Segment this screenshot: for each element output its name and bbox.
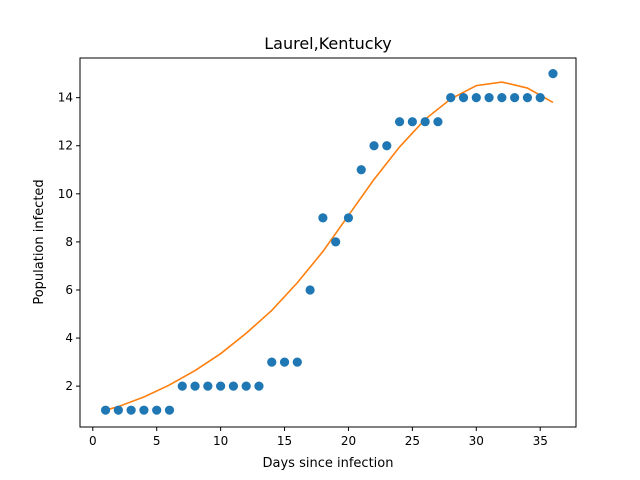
x-tick-label: 15: [277, 434, 292, 448]
data-point: [535, 93, 545, 103]
data-point: [548, 69, 558, 79]
y-axis: 2 4 6 8 10 12 14: [58, 91, 80, 393]
data-point: [113, 405, 123, 415]
data-point: [471, 93, 481, 103]
fit-line: [105, 81, 554, 411]
data-point: [152, 405, 162, 415]
data-point: [331, 237, 341, 247]
data-point: [446, 93, 456, 103]
data-point: [190, 381, 200, 391]
x-axis: 0 5 10 15 20 25 30 35: [89, 427, 548, 448]
data-point: [484, 93, 494, 103]
data-point: [510, 93, 520, 103]
data-point: [497, 93, 507, 103]
data-point: [407, 117, 417, 127]
x-tick-label: 20: [341, 434, 356, 448]
data-point: [343, 213, 354, 223]
data-point: [216, 381, 226, 391]
data-point: [305, 285, 315, 295]
chart-title: Laurel,Kentucky: [264, 34, 392, 53]
y-axis-label: Population infected: [32, 179, 47, 304]
data-point: [394, 117, 405, 127]
x-tick-label: 10: [213, 434, 228, 448]
data-point: [420, 117, 430, 127]
data-point: [318, 213, 328, 223]
y-tick-label: 6: [65, 283, 73, 297]
x-tick-label: 30: [469, 434, 484, 448]
data-point: [433, 117, 443, 127]
data-point: [126, 405, 136, 415]
data-point: [241, 381, 251, 391]
y-tick-label: 12: [58, 139, 73, 153]
y-tick-label: 2: [65, 379, 73, 393]
data-point: [177, 381, 187, 391]
y-tick-label: 8: [65, 235, 73, 249]
x-tick-label: 25: [405, 434, 420, 448]
data-point: [356, 165, 366, 175]
data-point: [139, 405, 149, 415]
data-point: [522, 93, 533, 103]
x-tick-label: 35: [533, 434, 548, 448]
data-point: [228, 381, 238, 391]
data-point: [254, 381, 264, 391]
data-point: [369, 141, 379, 151]
x-tick-label: 0: [89, 434, 97, 448]
data-point: [292, 357, 302, 367]
data-point: [458, 93, 469, 103]
y-tick-label: 14: [58, 91, 73, 105]
y-tick-label: 4: [65, 331, 73, 345]
data-point: [100, 405, 111, 415]
plot-area: [100, 69, 558, 415]
data-point: [267, 357, 277, 367]
x-tick-label: 5: [153, 434, 161, 448]
x-axis-label: Days since infection: [263, 456, 394, 471]
y-tick-label: 10: [58, 187, 73, 201]
data-point: [203, 381, 213, 391]
data-point: [279, 357, 290, 367]
data-point: [382, 141, 392, 151]
data-point: [164, 405, 175, 415]
axes-frame: [79, 57, 577, 428]
